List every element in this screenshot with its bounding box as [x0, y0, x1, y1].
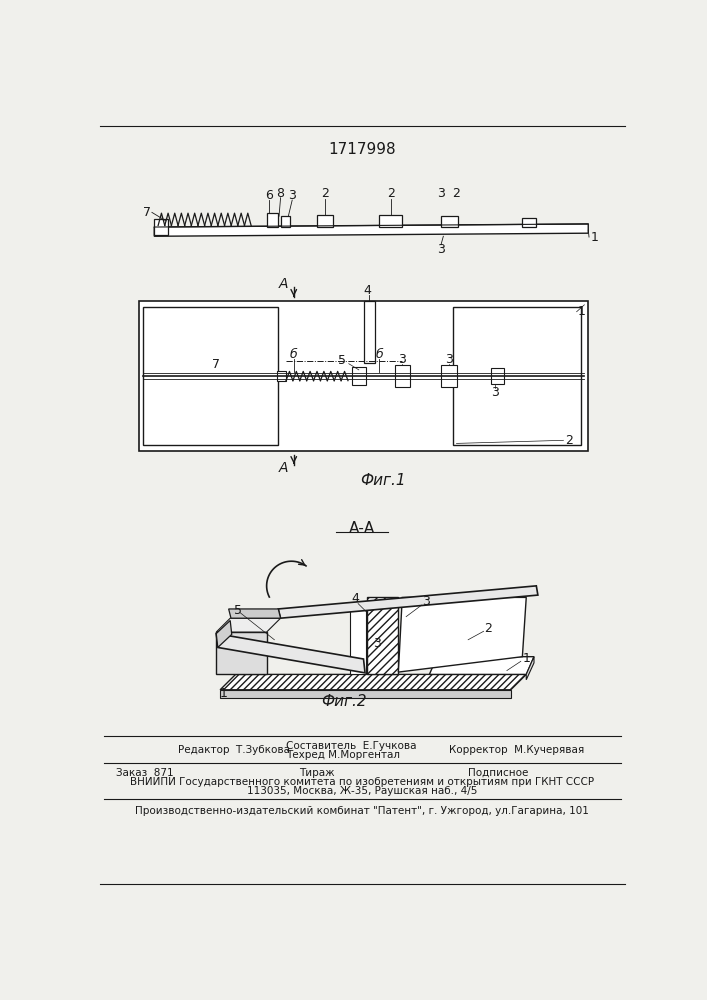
Text: 3: 3 [398, 353, 407, 366]
Text: 7: 7 [143, 206, 151, 219]
Bar [491, 368, 504, 384]
Text: 2: 2 [452, 187, 460, 200]
Text: А: А [279, 461, 288, 475]
Text: 3: 3 [373, 637, 381, 650]
Text: 6: 6 [265, 189, 273, 202]
Bar [441, 216, 458, 227]
Bar [452, 307, 580, 445]
Polygon shape [154, 224, 588, 236]
Bar [395, 365, 410, 387]
Bar [143, 307, 279, 445]
Text: ВНИИПИ Государственного комитета по изобретениям и открытиям при ГКНТ СССР: ВНИИПИ Государственного комитета по изоб… [130, 777, 594, 787]
Bar [281, 216, 290, 227]
Text: б: б [290, 348, 298, 361]
Text: 3: 3 [288, 189, 296, 202]
Polygon shape [228, 609, 281, 618]
Text: 2: 2 [387, 187, 395, 200]
Text: 2: 2 [321, 187, 329, 200]
Bar [139, 301, 588, 451]
Text: 3: 3 [437, 243, 445, 256]
Bar [276, 371, 286, 381]
Bar [267, 213, 279, 227]
Text: 113035, Москва, Ж-35, Раушская наб., 4/5: 113035, Москва, Ж-35, Раушская наб., 4/5 [247, 786, 477, 796]
Text: 4: 4 [363, 284, 371, 297]
Text: 2: 2 [484, 622, 491, 635]
Polygon shape [220, 690, 510, 698]
Text: Редактор  Т.Зубкова: Редактор Т.Зубкова [177, 745, 289, 755]
Text: Корректор  М.Кучерявая: Корректор М.Кучерявая [449, 745, 584, 755]
Bar [441, 365, 457, 387]
Text: Заказ  871: Заказ 871 [115, 768, 173, 778]
Text: 8: 8 [276, 187, 285, 200]
Polygon shape [216, 634, 365, 673]
Text: 7: 7 [212, 358, 221, 371]
Bar [154, 219, 168, 235]
Text: 5: 5 [234, 604, 242, 617]
Polygon shape [526, 657, 534, 680]
Bar [351, 609, 366, 674]
Text: 5: 5 [338, 354, 346, 367]
Bar [379, 215, 402, 227]
Text: 1: 1 [578, 305, 586, 318]
Text: Техред М.Моргентал: Техред М.Моргентал [286, 750, 400, 760]
Polygon shape [216, 620, 232, 647]
Text: А-А: А-А [349, 521, 375, 536]
Bar [522, 218, 537, 227]
Text: А: А [279, 277, 288, 291]
Bar [368, 597, 398, 674]
Text: 4: 4 [352, 592, 360, 605]
Text: 2: 2 [565, 434, 573, 447]
Bar [317, 215, 332, 227]
Text: Фиг.1: Фиг.1 [360, 473, 406, 488]
Polygon shape [216, 618, 281, 632]
Bar [363, 301, 375, 363]
Text: 3: 3 [491, 386, 499, 399]
Bar [352, 367, 366, 385]
Text: Производственно-издательский комбинат "Патент", г. Ужгород, ул.Гагарина, 101: Производственно-издательский комбинат "П… [135, 806, 589, 816]
Polygon shape [279, 586, 538, 618]
Text: 3: 3 [445, 353, 452, 366]
Text: Составитель  Е.Гучкова: Составитель Е.Гучкова [286, 741, 416, 751]
Text: 1717998: 1717998 [328, 142, 396, 157]
Text: 1: 1 [590, 231, 598, 244]
Text: 3: 3 [421, 595, 429, 608]
Polygon shape [398, 597, 526, 672]
Text: 3: 3 [437, 187, 445, 200]
Text: Тираж: Тираж [299, 768, 335, 778]
Text: Фиг.2: Фиг.2 [321, 694, 367, 709]
Text: Подписное: Подписное [468, 768, 529, 778]
Text: б: б [375, 348, 383, 361]
Text: 1: 1 [220, 687, 228, 700]
Polygon shape [220, 674, 526, 690]
Text: 1: 1 [522, 652, 530, 666]
Polygon shape [216, 632, 267, 674]
Polygon shape [429, 657, 534, 674]
